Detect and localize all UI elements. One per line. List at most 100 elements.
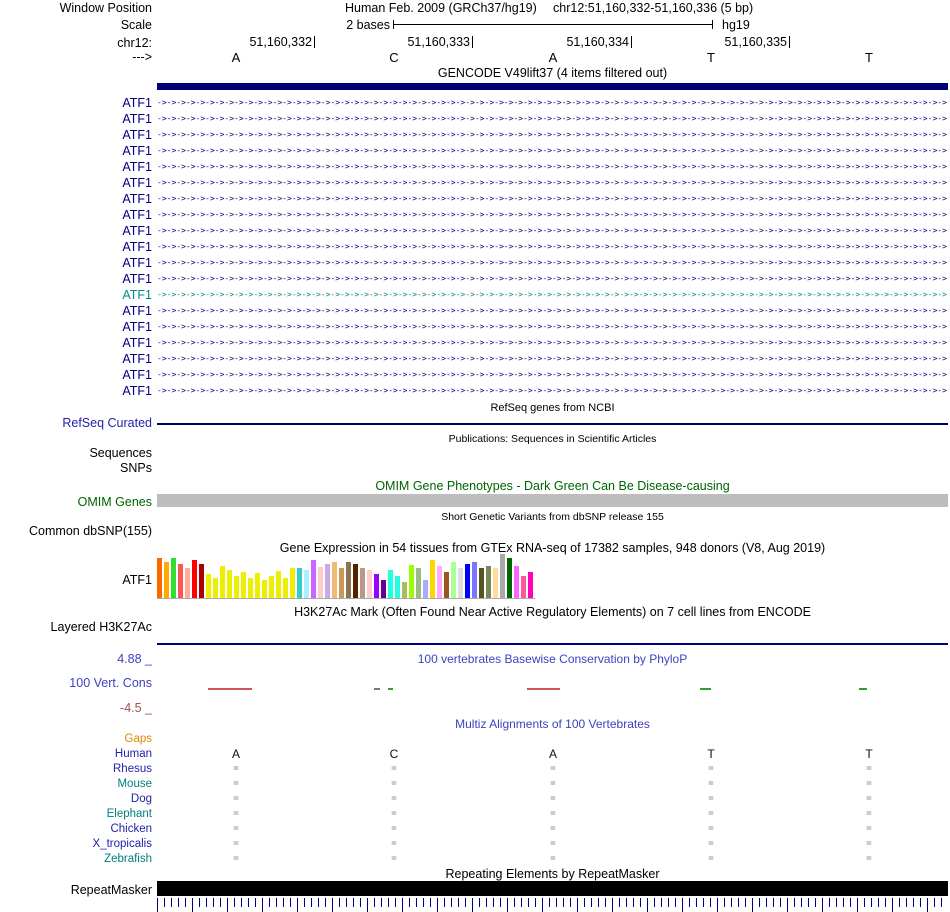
species-label[interactable]: Mouse [117,778,152,790]
gtex-bar[interactable] [311,560,316,598]
gtex-bar[interactable] [528,572,533,598]
species-label[interactable]: Zebrafish [104,853,152,865]
gene-label[interactable]: ATF1 [122,176,152,190]
gene-row[interactable]: ATF1 ->->->->->->->->->->->->->->->->->->… [0,95,950,111]
vert-cons-label[interactable]: 100 Vert. Cons [69,676,152,690]
species-label[interactable]: Chicken [110,823,152,835]
gtex-bar[interactable] [388,570,393,598]
gene-row[interactable]: ATF1 ->->->->->->->->->->->->->->->->->->… [0,351,950,367]
species-row[interactable]: Gaps [0,732,950,747]
gtex-bar[interactable] [472,562,477,598]
gene-arrow-line[interactable]: ->->->->->->->->->->->->->->->->->->->->… [157,258,948,267]
gene-label[interactable]: ATF1 [122,208,152,222]
gene-row[interactable]: ATF1 ->->->->->->->->->->->->->->->->->->… [0,127,950,143]
species-row[interactable]: Mouse = = = = = [0,777,950,792]
gtex-bar[interactable] [339,568,344,598]
omim-genes-label[interactable]: OMIM Genes [77,495,152,509]
gene-label[interactable]: ATF1 [122,336,152,350]
gene-row[interactable]: ATF1 ->->->->->->->->->->->->->->->->->->… [0,191,950,207]
gtex-bar[interactable] [507,558,512,598]
gene-label[interactable]: ATF1 [122,352,152,366]
gene-arrow-line[interactable]: ->->->->->->->->->->->->->->->->->->->->… [157,322,948,331]
species-row[interactable]: Chicken = = = = = [0,822,950,837]
species-label[interactable]: X_tropicalis [92,838,152,850]
gtex-bar[interactable] [500,554,505,598]
species-row[interactable]: Dog = = = = = [0,792,950,807]
gene-arrow-line[interactable]: ->->->->->->->->->->->->->->->->->->->->… [157,130,948,139]
gtex-bar[interactable] [304,570,309,598]
gene-row[interactable]: ATF1 ->->->->->->->->->->->->->->->->->->… [0,383,950,399]
gtex-bar[interactable] [192,560,197,598]
gtex-bar[interactable] [444,572,449,598]
gtex-bar[interactable] [465,564,470,598]
gtex-bar[interactable] [255,573,260,598]
gtex-bar[interactable] [213,578,218,598]
gtex-bar[interactable] [479,568,484,598]
gtex-bar[interactable] [325,564,330,598]
gene-row[interactable]: ATF1 ->->->->->->->->->->->->->->->->->->… [0,207,950,223]
gene-label[interactable]: ATF1 [122,304,152,318]
gene-label[interactable]: ATF1 [122,224,152,238]
species-row[interactable]: Rhesus = = = = = [0,762,950,777]
gene-row[interactable]: ATF1 ->->->->->->->->->->->->->->->->->->… [0,159,950,175]
species-row[interactable]: Human A C A T T [0,747,950,762]
gtex-bar[interactable] [458,568,463,598]
gene-arrow-line[interactable]: ->->->->->->->->->->->->->->->->->->->->… [157,370,948,379]
h3k27ac-track-line[interactable] [157,643,948,645]
gene-arrow-line[interactable]: ->->->->->->->->->->->->->->->->->->->->… [157,354,948,363]
refseq-curated-label[interactable]: RefSeq Curated [62,416,152,430]
gene-label[interactable]: ATF1 [122,240,152,254]
gtex-bar[interactable] [381,580,386,598]
phylop-track[interactable] [157,688,948,691]
species-label[interactable]: Gaps [124,733,153,745]
species-label[interactable]: Dog [130,793,152,805]
species-label[interactable]: Elephant [106,808,152,820]
gene-label[interactable]: ATF1 [122,96,152,110]
gene-row[interactable]: ATF1 ->->->->->->->->->->->->->->->->->->… [0,239,950,255]
layered-h3k27ac-label[interactable]: Layered H3K27Ac [50,620,152,634]
omim-track-bar[interactable] [157,494,948,507]
species-row[interactable]: Elephant = = = = = [0,807,950,822]
gtex-bar[interactable] [437,566,442,598]
gene-arrow-line[interactable]: ->->->->->->->->->->->->->->->->->->->->… [157,226,948,235]
gtex-bar[interactable] [416,568,421,598]
gtex-bar[interactable] [346,562,351,598]
gene-row[interactable]: ATF1 ->->->->->->->->->->->->->->->->->->… [0,271,950,287]
gene-row[interactable]: ATF1 ->->->->->->->->->->->->->->->->->->… [0,255,950,271]
gene-row[interactable]: ATF1 ->->->->->->->->->->->->->->->->->->… [0,303,950,319]
gene-arrow-line[interactable]: ->->->->->->->->->->->->->->->->->->->->… [157,306,948,315]
gene-arrow-line[interactable]: ->->->->->->->->->->->->->->->->->->->->… [157,98,948,107]
gene-arrow-line[interactable]: ->->->->->->->->->->->->->->->->->->->->… [157,114,948,123]
gene-label[interactable]: ATF1 [122,112,152,126]
gtex-bar[interactable] [451,562,456,598]
gene-row[interactable]: ATF1 ->->->->->->->->->->->->->->->->->->… [0,223,950,239]
gtex-bar[interactable] [514,566,519,598]
gene-row[interactable]: ATF1 ->->->->->->->->->->->->->->->->->->… [0,367,950,383]
gene-arrow-line[interactable]: ->->->->->->->->->->->->->->->->->->->->… [157,146,948,155]
gtex-bar[interactable] [430,560,435,598]
gene-arrow-line[interactable]: ->->->->->->->->->->->->->->->->->->->->… [157,194,948,203]
gene-row[interactable]: ATF1 ->->->->->->->->->->->->->->->->->->… [0,287,950,303]
gtex-bar[interactable] [234,576,239,598]
gene-label[interactable]: ATF1 [122,272,152,286]
repeatmasker-label[interactable]: RepeatMasker [70,883,152,897]
refseq-track-line[interactable] [157,423,948,425]
gtex-bar[interactable] [353,564,358,598]
gene-label[interactable]: ATF1 [122,192,152,206]
gene-arrow-line[interactable]: ->->->->->->->->->->->->->->->->->->->->… [157,274,948,283]
gtex-bar[interactable] [248,578,253,598]
common-dbsnp-label[interactable]: Common dbSNP(155) [29,524,152,538]
gene-label[interactable]: ATF1 [122,128,152,142]
gene-row[interactable]: ATF1 ->->->->->->->->->->->->->->->->->->… [0,111,950,127]
gtex-bar[interactable] [269,576,274,598]
gtex-bar[interactable] [164,562,169,598]
gene-label[interactable]: ATF1 [122,384,152,398]
gene-label[interactable]: ATF1 [122,368,152,382]
gencode-dense-bar[interactable] [157,83,948,90]
gene-label[interactable]: ATF1 [122,288,152,302]
gtex-bar[interactable] [227,570,232,598]
gtex-bar[interactable] [178,564,183,598]
species-row[interactable]: X_tropicalis = = = = = [0,837,950,852]
gtex-bar[interactable] [185,568,190,598]
gtex-bar[interactable] [206,574,211,598]
